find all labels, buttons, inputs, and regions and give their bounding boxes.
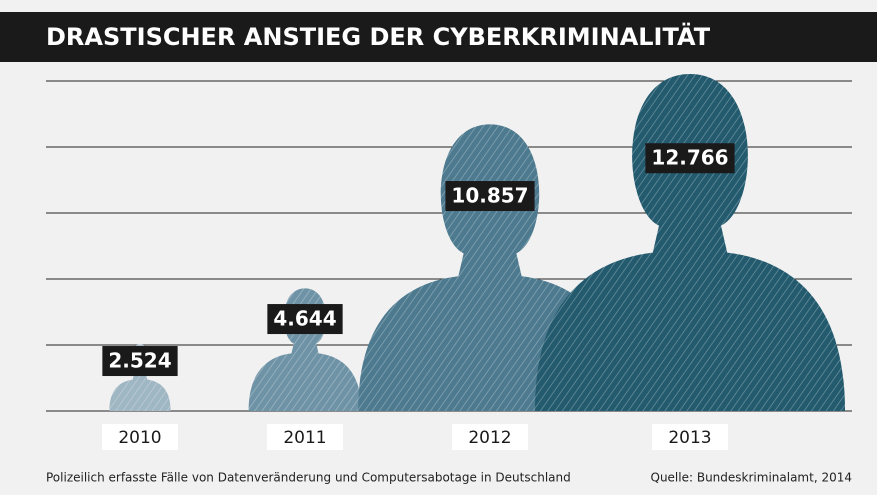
value-label: 12.766 [651, 146, 728, 170]
value-label-box [102, 346, 178, 377]
x-tick-label: 2013 [668, 428, 711, 448]
value-label: 10.857 [451, 184, 528, 208]
x-label-box [452, 424, 528, 450]
x-label-box [267, 424, 343, 450]
value-label-box [267, 304, 343, 335]
value-label: 2.524 [108, 349, 171, 373]
person-silhouette [109, 344, 171, 411]
x-tick-label: 2011 [283, 428, 326, 448]
title-bar [0, 12, 877, 62]
chart-title: DRASTISCHER ANSTIEG DER CYBERKRIMINALITÄ… [46, 22, 711, 51]
x-tick-label: 2012 [468, 428, 511, 448]
value-label-box [645, 143, 735, 174]
value-label-box [445, 181, 535, 212]
subtitle: Polizeilich erfasste Fälle von Datenverä… [46, 471, 571, 485]
source: Quelle: Bundeskriminalamt, 2014 [651, 471, 853, 485]
person-silhouette [248, 288, 362, 411]
x-label-box [102, 424, 178, 450]
x-tick-label: 2010 [118, 428, 161, 448]
person-silhouette [534, 73, 846, 411]
x-label-box [652, 424, 728, 450]
value-label: 4.644 [273, 307, 336, 331]
